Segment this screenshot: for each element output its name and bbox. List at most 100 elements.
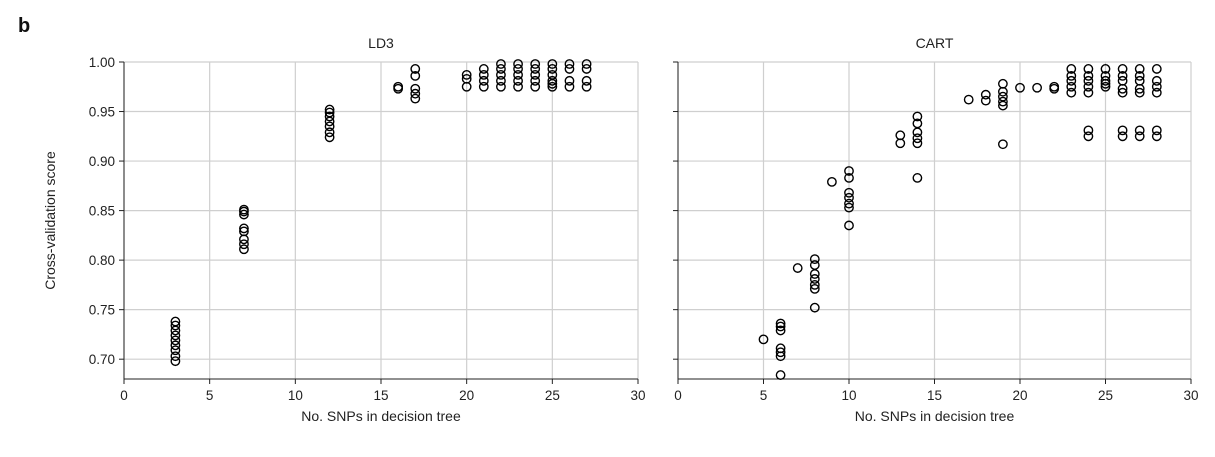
data-point (1117, 70, 1128, 81)
data-point (1083, 87, 1094, 98)
data-point (1134, 70, 1145, 81)
data-point (809, 283, 820, 294)
data-point (1083, 75, 1094, 86)
data-point (581, 64, 592, 74)
x-tick-label: 30 (630, 388, 645, 403)
data-point (513, 59, 523, 69)
x-tick-label: 30 (1183, 388, 1198, 403)
data-point (1117, 64, 1128, 74)
data-point (581, 59, 592, 69)
data-point (1151, 81, 1162, 92)
x-tick-label: 20 (1012, 388, 1027, 403)
data-point (496, 59, 506, 69)
data-point (775, 343, 786, 354)
data-point (1100, 81, 1111, 92)
data-point (1134, 75, 1145, 86)
data-point (912, 138, 923, 149)
data-point (775, 321, 786, 332)
data-point (1083, 125, 1094, 136)
data-point (844, 220, 854, 231)
data-point (1117, 125, 1128, 136)
data-point (410, 70, 421, 81)
data-point (478, 64, 489, 74)
data-point (1015, 82, 1025, 93)
data-point (239, 234, 249, 245)
y-tick-label: 0.70 (89, 352, 115, 367)
data-point (912, 111, 923, 122)
data-point (410, 93, 421, 104)
data-point (1134, 64, 1145, 74)
data-point (530, 75, 541, 86)
data-point (564, 59, 575, 69)
data-point (792, 263, 803, 273)
data-point (895, 138, 906, 149)
data-point (170, 335, 181, 346)
x-axis-label: No. SNPs in decision tree (855, 408, 1015, 424)
data-point (998, 96, 1008, 107)
panel-2: 0 5 10 15 20 25 30 CART No. SNPs in decision tre… (673, 35, 1199, 424)
data-point (844, 173, 854, 183)
data-point (513, 81, 523, 92)
data-point (239, 239, 249, 250)
x-tick-label: 10 (841, 388, 856, 403)
data-point (775, 370, 786, 380)
data-point (547, 75, 558, 86)
data-point (998, 139, 1008, 150)
data-point (1134, 131, 1145, 142)
data-point (170, 316, 181, 327)
data-point (1100, 64, 1111, 74)
y-tick-label: 0.90 (89, 154, 115, 169)
data-point (461, 69, 472, 80)
data-point (775, 318, 786, 329)
data-point (324, 132, 335, 143)
chart-title: CART (916, 35, 954, 51)
data-point (1151, 131, 1162, 142)
data-point (324, 111, 335, 122)
y-tick-label: 0.80 (89, 253, 115, 268)
data-point (1117, 131, 1128, 142)
data-point (581, 75, 592, 86)
data-point (461, 73, 472, 84)
data-point (170, 356, 181, 367)
x-tick-label: 15 (927, 388, 942, 403)
y-tick-label: 1.00 (89, 55, 115, 70)
data-point (478, 81, 489, 92)
chart-panels: 0 5 10 15 20 25 30 0.70 0.75 0.80 0.85 0.90 0.95 1.00… (42, 35, 1199, 424)
data-point (1117, 87, 1128, 98)
data-point (410, 64, 421, 74)
data-point (324, 107, 335, 118)
data-point (1083, 70, 1094, 81)
data-point (530, 59, 541, 69)
data-point (912, 118, 923, 129)
data-point (170, 345, 181, 356)
data-point (564, 64, 575, 74)
x-tick-label: 0 (674, 388, 682, 403)
y-tick-label: 0.95 (89, 105, 115, 120)
data-point (912, 127, 923, 138)
data-point (998, 86, 1008, 97)
data-point (324, 104, 335, 115)
data-point (963, 94, 974, 105)
data-point (1151, 87, 1162, 98)
data-point (912, 173, 923, 183)
x-tick-label: 15 (373, 388, 388, 403)
data-point (564, 75, 575, 86)
data-point (170, 351, 181, 362)
data-point (513, 75, 523, 86)
data-point (1066, 81, 1077, 92)
data-point (809, 260, 820, 270)
data-point (496, 81, 506, 92)
data-point (239, 244, 249, 255)
data-point (809, 274, 820, 284)
data-point (809, 279, 820, 290)
data-point (844, 166, 854, 176)
x-tick-label: 25 (1098, 388, 1113, 403)
data-point (530, 64, 541, 74)
data-point (1117, 75, 1128, 86)
data-point (912, 133, 923, 144)
data-point (496, 75, 506, 86)
data-point (1151, 125, 1162, 136)
data-point (809, 254, 820, 265)
data-point (170, 340, 181, 351)
